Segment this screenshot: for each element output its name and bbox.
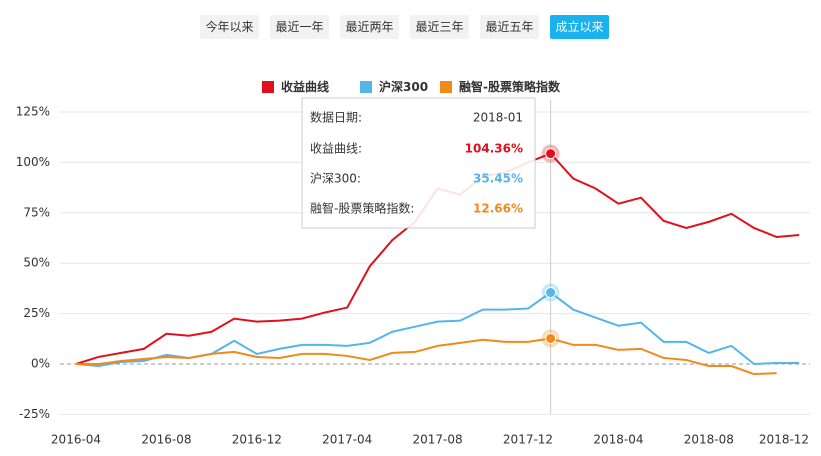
button-bg [550, 15, 609, 39]
button-label: 最近三年 [415, 20, 463, 34]
range-button[interactable]: 最近一年 [270, 15, 329, 39]
button-label: 成立以来 [555, 19, 603, 34]
y-tick-label: 0% [31, 357, 50, 371]
legend-label: 融智-股票策略指数 [459, 79, 561, 94]
y-tick-label: 25% [23, 306, 50, 320]
button-label: 今年以来 [205, 19, 253, 34]
button-bg [340, 15, 399, 39]
x-tick-label: 2018-08 [684, 433, 734, 447]
tooltip-label: 收益曲线: [310, 142, 362, 156]
highlight-point [545, 148, 557, 160]
legend-swatch [262, 81, 274, 93]
tooltip-bg [301, 97, 536, 229]
x-tick-label: 2018-04 [593, 433, 643, 447]
tooltip-label: 沪深300: [310, 172, 361, 186]
button-bg [480, 15, 539, 39]
series-line [75, 291, 800, 368]
y-tick-label: 100% [16, 155, 50, 169]
tooltip-value: 35.45% [473, 172, 523, 186]
x-tick-label: 2016-04 [51, 433, 101, 447]
y-tick-label: 125% [16, 105, 50, 119]
highlight-point [545, 287, 557, 299]
range-button[interactable]: 今年以来 [200, 15, 259, 39]
range-button[interactable]: 最近两年 [340, 15, 399, 39]
y-tick-label: -25% [19, 407, 50, 421]
legend-swatch [440, 81, 452, 93]
legend-item[interactable]: 收益曲线 [262, 79, 329, 94]
button-bg [270, 15, 329, 39]
highlight-point [545, 332, 557, 344]
button-label: 最近两年 [345, 20, 393, 34]
x-tick-label: 2016-12 [232, 433, 282, 447]
legend-item[interactable]: 沪深300 [360, 79, 428, 94]
button-label: 最近一年 [275, 20, 323, 34]
tooltip-date-label: 数据日期: [310, 110, 362, 125]
tooltip-label: 融智-股票策略指数: [310, 201, 414, 216]
x-tick-label: 2017-08 [413, 433, 463, 447]
y-tick-label: 75% [23, 205, 50, 219]
tooltip-date: 2018-01 [473, 111, 523, 125]
legend-swatch [360, 81, 372, 93]
range-button[interactable]: 成立以来 [550, 15, 609, 39]
button-label: 最近五年 [485, 20, 533, 34]
x-tick-label: 2016-08 [141, 433, 191, 447]
legend-label: 收益曲线 [281, 79, 329, 94]
button-bg [410, 15, 469, 39]
range-button[interactable]: 最近三年 [410, 15, 469, 39]
y-tick-label: 50% [23, 256, 50, 270]
button-bg [200, 15, 259, 39]
x-tick-label: 2017-12 [503, 433, 553, 447]
tooltip-value: 12.66% [473, 202, 523, 216]
x-tick-label: 2017-04 [322, 433, 372, 447]
legend-label: 沪深300 [379, 79, 428, 94]
legend-item[interactable]: 融智-股票策略指数 [440, 79, 561, 94]
tooltip: 数据日期: 2018-01 收益曲线: 104.36% 沪深300: 35.45% 融智-股… [301, 97, 536, 229]
x-tick-label: 2018-12 [759, 433, 809, 447]
tooltip-value: 104.36% [465, 142, 523, 156]
series-line [76, 337, 777, 376]
range-button[interactable]: 最近五年 [480, 15, 539, 39]
